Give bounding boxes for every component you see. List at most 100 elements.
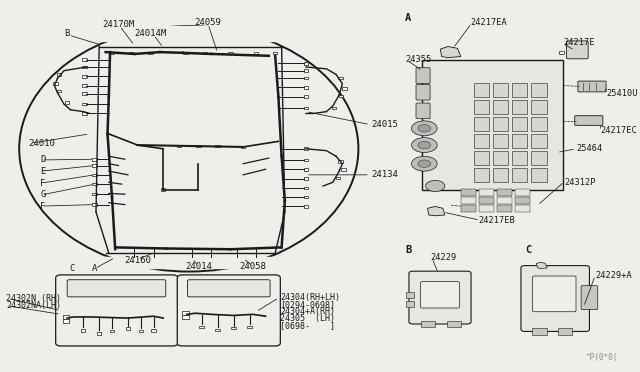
Text: 24217EA: 24217EA [470, 18, 507, 27]
Bar [110, 330, 114, 333]
Bar [512, 168, 527, 182]
Bar [304, 168, 308, 170]
Bar [92, 173, 97, 176]
Bar [83, 103, 87, 105]
Bar [182, 311, 189, 315]
FancyBboxPatch shape [532, 276, 576, 312]
Bar [304, 77, 308, 79]
Text: [0294-0698]: [0294-0698] [280, 300, 335, 309]
Bar [406, 301, 414, 307]
Bar [531, 117, 547, 131]
Bar [241, 145, 246, 148]
Bar [151, 329, 156, 332]
Bar [97, 332, 101, 335]
Bar [92, 203, 97, 206]
Bar [304, 158, 308, 161]
Bar [493, 117, 508, 131]
Text: 24305  (LH): 24305 (LH) [280, 314, 335, 323]
Polygon shape [440, 46, 461, 58]
Text: 24217E: 24217E [563, 38, 595, 47]
Bar [304, 196, 308, 199]
Bar [304, 69, 308, 72]
Bar [129, 52, 134, 54]
Bar [558, 328, 572, 335]
Text: 24304(RH+LH): 24304(RH+LH) [280, 293, 340, 302]
Bar [531, 151, 547, 165]
Bar [110, 52, 114, 54]
Bar [182, 315, 189, 319]
Bar [531, 100, 547, 114]
Bar [474, 100, 489, 114]
Text: B: B [65, 29, 70, 38]
Bar [304, 86, 308, 89]
Text: 25464: 25464 [576, 144, 602, 153]
Bar [83, 84, 87, 87]
FancyBboxPatch shape [56, 275, 178, 346]
Bar [304, 62, 308, 64]
Bar [196, 145, 201, 147]
Polygon shape [428, 206, 445, 216]
Bar [65, 101, 69, 103]
Text: 24059: 24059 [195, 18, 221, 27]
FancyBboxPatch shape [416, 84, 430, 100]
Bar [139, 330, 143, 333]
Bar [304, 106, 308, 109]
Bar [421, 321, 435, 327]
Bar [83, 65, 87, 68]
Text: [0698-    ]: [0698- ] [280, 321, 335, 330]
Bar [248, 326, 252, 328]
Circle shape [418, 160, 431, 167]
Bar [512, 100, 527, 114]
Circle shape [418, 141, 431, 149]
Bar [493, 151, 508, 165]
Bar [474, 151, 489, 165]
Text: 24217EC: 24217EC [600, 126, 637, 135]
Text: 24014M: 24014M [134, 29, 166, 38]
FancyBboxPatch shape [581, 286, 598, 310]
Bar [304, 95, 308, 98]
Bar [83, 112, 87, 115]
Bar [461, 197, 476, 204]
FancyBboxPatch shape [575, 116, 603, 125]
Bar [342, 168, 346, 170]
Text: A: A [405, 13, 412, 23]
Ellipse shape [19, 26, 358, 272]
Bar [531, 168, 547, 182]
Text: F: F [40, 202, 45, 211]
Bar [189, 257, 195, 260]
Circle shape [412, 156, 437, 171]
Bar [515, 205, 530, 212]
Text: 24355: 24355 [405, 55, 431, 64]
Bar [339, 77, 343, 79]
Bar [232, 327, 236, 330]
FancyBboxPatch shape [566, 41, 588, 59]
Bar [532, 328, 547, 335]
Bar [512, 151, 527, 165]
Bar [57, 90, 61, 92]
Text: 24302NA(LH): 24302NA(LH) [6, 301, 61, 310]
Text: E: E [40, 167, 45, 176]
Bar [479, 197, 494, 204]
Bar [339, 94, 344, 97]
Bar [474, 117, 489, 131]
Bar [63, 319, 69, 323]
Bar [200, 326, 204, 328]
Bar [57, 73, 61, 76]
Text: 24302N (RH): 24302N (RH) [6, 294, 61, 303]
Text: B: B [405, 245, 412, 255]
Bar [228, 52, 233, 54]
Bar [151, 257, 156, 260]
FancyBboxPatch shape [409, 271, 471, 324]
Bar [332, 106, 337, 109]
Bar [474, 134, 489, 148]
Bar [559, 51, 564, 54]
Text: D: D [40, 155, 45, 164]
Text: 24134: 24134 [371, 170, 398, 179]
Bar [92, 193, 97, 196]
Circle shape [412, 138, 437, 153]
Text: 24229: 24229 [430, 253, 456, 262]
Text: 24229+A: 24229+A [595, 271, 632, 280]
Bar [235, 257, 239, 260]
Bar [422, 60, 563, 190]
Bar [493, 134, 508, 148]
